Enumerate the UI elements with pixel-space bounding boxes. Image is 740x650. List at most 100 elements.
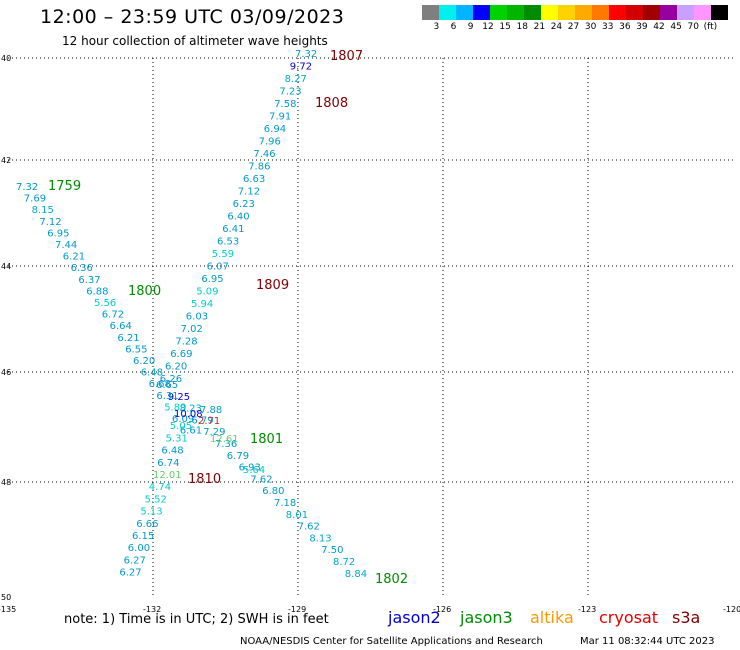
scale-swatch [643,5,660,20]
swh-value: 7.32 [295,49,317,60]
scale-label: 24 [550,22,563,32]
track-time-label: 1809 [256,278,289,293]
swh-value: 8.23 [180,404,202,415]
scale-label: 3 [433,22,440,32]
swh-value: 6.80 [262,486,284,497]
satellite-name: altika [530,608,574,627]
track-time-label: 1808 [315,96,348,111]
scale-label: 36 [619,22,631,32]
scale-swatch [575,5,592,20]
footer-credit: NOAA/NESDIS Center for Satellite Applica… [240,636,543,647]
track-time-label: 1800 [128,284,161,299]
swh-value: 8.01 [286,510,308,521]
swh-value: 7.69 [24,194,46,205]
swh-value: 8.72 [333,557,355,568]
swh-value: 6.65 [156,380,178,391]
swh-value: 7.12 [238,187,260,198]
swh-value: 9.25 [168,392,190,403]
swh-value: 6.68 [149,379,171,390]
swh-value: 6.48 [161,446,183,457]
swh-value: 6.07 [207,262,229,273]
swh-value: 6.31 [156,391,178,402]
scale-swatch [677,5,694,20]
swh-value: 6.00 [128,543,150,554]
swh-value: 6.69 [170,349,192,360]
swh-value: 5.09 [196,287,218,298]
swh-value: 6.20 [133,356,155,367]
scale-label: 33 [602,22,614,32]
latitude-label: 48 [1,478,11,487]
scale-swatch [660,5,677,20]
latitude-label: 40 [1,54,11,63]
swh-value: 7.96 [259,137,281,148]
scale-swatch [507,5,524,20]
satellite-name: cryosat [599,608,659,627]
scale-label: 45 [670,22,682,32]
scale-label: 12 [482,22,494,32]
scale-label: 70 [687,22,699,32]
swh-value: 7.44 [55,240,77,251]
latitude-label: 42 [1,156,11,165]
swh-value: 7.23 [279,87,301,98]
swh-value: 7.91 [269,112,291,123]
swh-value: 5.13 [140,507,162,518]
swh-values: 7.32 9.728.27 7.237.58 7.916.94 7.967.46 7.86… [16,49,367,580]
scale-label: 27 [567,22,580,32]
satellite-name: jason2 [388,608,441,627]
swh-value: 6.36 [71,263,93,274]
scale-swatch [694,5,711,20]
swh-value: 6.27 [119,568,141,579]
swh-value: 2.71 [198,416,220,427]
scale-swatch [456,5,473,20]
swh-value: 8.84 [345,569,367,580]
scale-label: 15 [499,22,511,32]
scale-swatch [490,5,507,20]
swh-value: 6.72 [102,310,124,321]
satellite-name: s3a [672,608,701,627]
swh-value: 7.50 [321,545,343,556]
scale-label: 18 [516,22,528,32]
axis-labels: 40 42 44 46 48 50 -135 -132 -129 -126 -123 -120 [0,54,740,614]
swh-value: 5.64 [243,465,265,476]
swh-value: 6.41 [222,224,244,235]
longitude-label: -120 [723,605,740,614]
latitude-label: 50 [1,593,11,602]
scale-label: 30 [584,22,597,32]
swh-value: 7.18 [274,498,296,509]
swh-value: 6.88 [86,286,108,297]
swh-value: 8.27 [285,74,307,85]
satellite-name: jason3 [460,608,513,627]
scale-swatch [592,5,609,20]
scale-swatch [473,5,490,20]
scale-swatch [626,5,643,20]
swh-value: 7.46 [253,149,275,160]
scale-label: 42 [653,22,665,32]
scale-swatch [524,5,541,20]
swh-value: 6.21 [117,333,139,344]
swh-value: 7.36 [215,439,237,450]
scale-swatch [422,5,439,20]
swh-value: 6.53 [217,237,239,248]
swh-value: 6.40 [227,212,249,223]
swh-value: 6.48 [141,368,163,379]
track-time-label: 1802 [375,572,408,587]
swh-value: 6.27 [124,555,146,566]
swh-value: 6.94 [264,124,286,135]
swh-value: 6.15 [132,531,154,542]
swh-value: 10.08 [174,409,203,420]
latitude-label: 44 [1,262,11,271]
swh-value: 7.86 [248,162,270,173]
longitude-label: -132 [143,605,161,614]
page-subtitle: 12 hour collection of altimeter wave hei… [62,34,328,48]
swh-value: 5.52 [145,494,167,505]
swh-value: 6.37 [78,275,100,286]
swh-value: 6.61 [180,426,202,437]
longitude-label: -126 [433,605,451,614]
swh-value: 6.26 [160,374,182,385]
swh-value: 5.31 [166,433,188,444]
scale-label: (ft) [703,22,718,32]
swh-value: 8.15 [32,205,54,216]
units-note: note: 1) Time is in UTC; 2) SWH is in fe… [64,612,329,627]
